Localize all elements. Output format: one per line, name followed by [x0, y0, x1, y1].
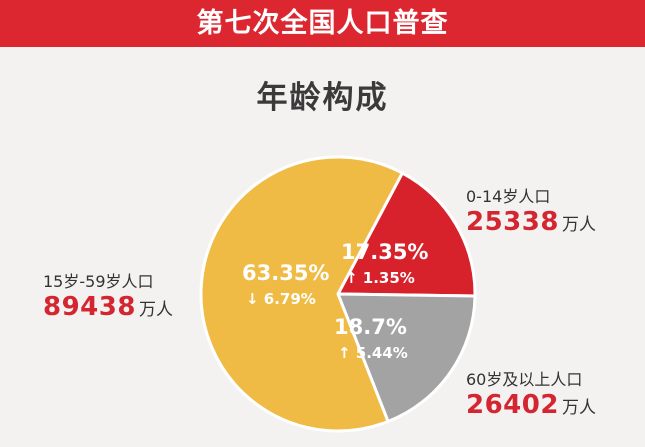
label-15-59-name: 15岁-59岁人口	[43, 272, 154, 291]
pie-slice-60plus-percent: 18.7%	[334, 315, 407, 339]
label-60plus-unit: 万人	[561, 398, 596, 418]
label-60plus-name: 60岁及以上人口	[466, 370, 583, 389]
label-0-14-value: 25338	[466, 207, 559, 237]
pie-slice-0-14	[336, 171, 477, 298]
label-15-59-value: 89438	[43, 292, 136, 322]
label-0-14: 0-14岁人口 25338 万人	[466, 183, 596, 237]
label-0-14-unit: 万人	[561, 215, 596, 235]
pie-slice-15-59-change: ↓ 6.79%	[246, 290, 316, 308]
header-banner: 第七次全国人口普查	[0, 0, 645, 47]
label-0-14-name: 0-14岁人口	[466, 187, 551, 206]
pie-slice-15-59	[199, 155, 404, 433]
chart-title: 年龄构成	[256, 80, 389, 116]
pie-slice-0-14-percent: 17.35%	[341, 240, 428, 264]
label-15-59-unit: 万人	[138, 300, 173, 320]
label-15-59: 15岁-59岁人口 89438 万人	[43, 268, 173, 322]
pie-slice-0-14-change: ↑ 1.35%	[345, 269, 415, 287]
pie-slice-15-59-percent: 63.35%	[242, 261, 329, 285]
pie-slice-60plus	[336, 292, 477, 424]
label-60plus-value: 26402	[466, 390, 559, 420]
header-title: 第七次全国人口普查	[196, 8, 449, 39]
label-60plus: 60岁及以上人口 26402 万人	[466, 366, 596, 420]
pie-slice-60plus-change: ↑ 5.44%	[338, 344, 408, 362]
